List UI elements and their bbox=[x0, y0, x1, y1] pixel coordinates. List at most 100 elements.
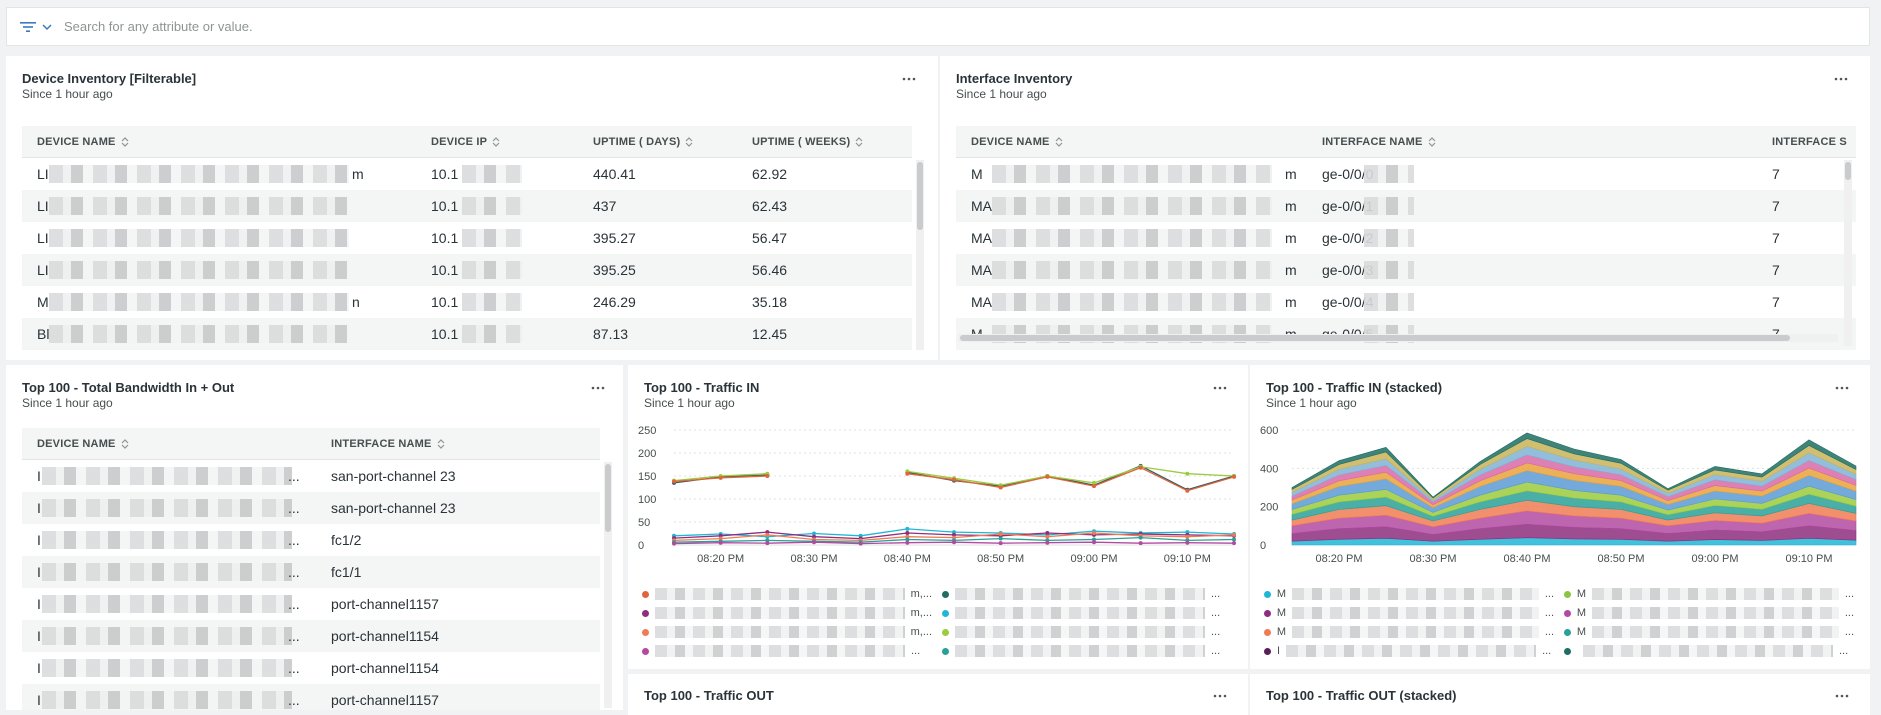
data-point[interactable] bbox=[672, 541, 676, 546]
data-point[interactable] bbox=[1092, 537, 1096, 542]
data-point[interactable] bbox=[905, 534, 910, 539]
data-point[interactable] bbox=[858, 533, 863, 538]
data-point[interactable] bbox=[1185, 534, 1190, 539]
data-point[interactable] bbox=[905, 471, 910, 476]
table-scrollbar[interactable] bbox=[1844, 160, 1852, 346]
legend-item[interactable]: I... bbox=[1264, 644, 1554, 658]
legend-item[interactable]: M... bbox=[1264, 625, 1554, 639]
data-point[interactable] bbox=[952, 535, 956, 540]
scrollbar-thumb[interactable] bbox=[960, 335, 1790, 341]
data-point[interactable] bbox=[905, 531, 910, 536]
data-point[interactable] bbox=[1045, 534, 1050, 539]
panel-menu-button[interactable] bbox=[1828, 684, 1856, 708]
data-point[interactable] bbox=[812, 540, 816, 545]
data-point[interactable] bbox=[998, 541, 1003, 546]
column-header-device-name[interactable]: DEVICE NAME bbox=[37, 428, 129, 459]
data-point[interactable] bbox=[905, 540, 910, 545]
table-row[interactable]: MA m ge-0/0/2 7 bbox=[956, 222, 1856, 254]
panel-menu-button[interactable] bbox=[1827, 67, 1855, 91]
data-point[interactable] bbox=[1092, 531, 1096, 536]
table-row[interactable]: MA m ge-0/0/4 7 bbox=[956, 286, 1856, 318]
data-point[interactable] bbox=[1232, 532, 1236, 537]
column-header-interface-name[interactable]: INTERFACE NAME bbox=[1322, 126, 1436, 157]
data-point[interactable] bbox=[1045, 540, 1050, 545]
panel-menu-button[interactable] bbox=[1206, 376, 1234, 400]
filter-dropdown-button[interactable] bbox=[7, 8, 62, 45]
legend-item[interactable]: ... bbox=[942, 587, 1232, 601]
table-row[interactable]: Bl 10.1 87.13 12.45 bbox=[22, 318, 912, 350]
table-row[interactable]: I... san-port-channel 23 bbox=[22, 460, 600, 492]
column-header-uptime-weeks[interactable]: UPTIME ( WEEKS) bbox=[752, 126, 863, 157]
data-point[interactable] bbox=[952, 477, 956, 482]
legend-item[interactable]: m,... bbox=[642, 625, 932, 639]
legend-item[interactable]: M... bbox=[1564, 625, 1854, 639]
legend-item[interactable]: ... bbox=[642, 644, 932, 658]
column-header-interface-name[interactable]: INTERFACE NAME bbox=[331, 428, 445, 459]
table-row[interactable]: MA m ge-0/0/3 7 bbox=[956, 254, 1856, 286]
table-row[interactable]: LI m 10.1 440.41 62.92 bbox=[22, 158, 912, 190]
column-header-device-ip[interactable]: DEVICE IP bbox=[431, 126, 500, 157]
data-point[interactable] bbox=[1138, 541, 1143, 546]
legend-item[interactable]: ... bbox=[942, 606, 1232, 620]
panel-menu-button[interactable] bbox=[1828, 376, 1856, 400]
data-point[interactable] bbox=[998, 536, 1003, 541]
data-point[interactable] bbox=[998, 531, 1003, 536]
data-point[interactable] bbox=[1092, 540, 1096, 545]
data-point[interactable] bbox=[812, 534, 816, 539]
table-row[interactable]: I... port-channel1157 bbox=[22, 588, 600, 620]
panel-menu-button[interactable] bbox=[584, 376, 612, 400]
scrollbar-thumb[interactable] bbox=[605, 464, 611, 532]
horizontal-scrollbar[interactable] bbox=[958, 334, 1838, 342]
legend-item[interactable]: ... bbox=[942, 644, 1232, 658]
data-point[interactable] bbox=[718, 475, 723, 480]
data-point[interactable] bbox=[1138, 535, 1143, 540]
table-row[interactable]: I... port-channel1157 bbox=[22, 684, 600, 710]
legend-item[interactable]: M... bbox=[1564, 606, 1854, 620]
data-point[interactable] bbox=[765, 474, 770, 478]
data-point[interactable] bbox=[1092, 484, 1096, 489]
panel-menu-button[interactable] bbox=[1206, 684, 1234, 708]
data-point[interactable] bbox=[1232, 474, 1236, 479]
data-point[interactable] bbox=[858, 541, 863, 546]
data-point[interactable] bbox=[765, 532, 770, 537]
table-scrollbar[interactable] bbox=[916, 160, 924, 350]
panel-menu-button[interactable] bbox=[895, 67, 923, 91]
data-point[interactable] bbox=[1185, 471, 1190, 476]
table-row[interactable]: LI 10.1 395.25 56.46 bbox=[22, 254, 912, 286]
data-point[interactable] bbox=[998, 485, 1003, 490]
column-header-uptime-days[interactable]: UPTIME ( DAYS) bbox=[593, 126, 693, 157]
data-point[interactable] bbox=[1185, 488, 1190, 493]
data-point[interactable] bbox=[952, 530, 956, 535]
data-point[interactable] bbox=[765, 541, 770, 546]
column-header-device-name[interactable]: DEVICE NAME bbox=[971, 126, 1063, 157]
data-point[interactable] bbox=[812, 531, 816, 536]
legend-item[interactable]: m,... bbox=[642, 606, 932, 620]
search-input[interactable] bbox=[62, 7, 1869, 46]
data-point[interactable] bbox=[718, 533, 723, 538]
legend-item[interactable]: M... bbox=[1264, 606, 1554, 620]
table-row[interactable]: I... port-channel1154 bbox=[22, 620, 600, 652]
area-series-s12[interactable] bbox=[1291, 432, 1857, 499]
table-row[interactable]: I... port-channel1154 bbox=[22, 652, 600, 684]
data-point[interactable] bbox=[1232, 541, 1236, 546]
data-point[interactable] bbox=[905, 537, 910, 542]
data-point[interactable] bbox=[1185, 530, 1190, 535]
table-row[interactable]: I... san-port-channel 23 bbox=[22, 492, 600, 524]
scrollbar-thumb[interactable] bbox=[917, 162, 923, 230]
data-point[interactable] bbox=[718, 536, 723, 541]
legend-item[interactable]: M... bbox=[1564, 587, 1854, 601]
data-point[interactable] bbox=[1138, 465, 1143, 470]
data-point[interactable] bbox=[765, 530, 770, 535]
data-point[interactable] bbox=[672, 479, 676, 484]
data-point[interactable] bbox=[1045, 531, 1050, 536]
data-point[interactable] bbox=[765, 538, 770, 543]
data-point[interactable] bbox=[718, 540, 723, 545]
table-row[interactable]: MA m ge-0/0/1 7 bbox=[956, 190, 1856, 222]
legend-item[interactable]: M... bbox=[1264, 587, 1554, 601]
data-point[interactable] bbox=[1185, 540, 1190, 545]
table-scrollbar[interactable] bbox=[604, 462, 612, 708]
data-point[interactable] bbox=[952, 532, 956, 537]
data-point[interactable] bbox=[1092, 480, 1096, 485]
